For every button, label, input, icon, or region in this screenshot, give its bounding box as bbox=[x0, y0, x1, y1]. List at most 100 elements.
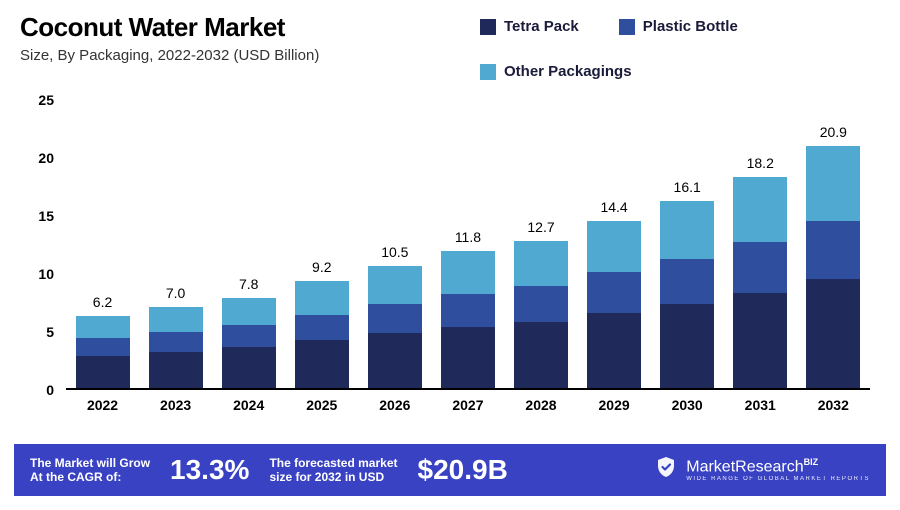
brand-block: MarketResearchBIZ WIDE RANGE OF GLOBAL M… bbox=[654, 455, 870, 485]
bar-segment bbox=[514, 322, 568, 388]
x-axis: 2022 2023 2024 2025 2026 2027 2028 2029 2030 2031… bbox=[66, 390, 870, 420]
bar-segment bbox=[295, 281, 349, 315]
legend-swatch bbox=[480, 19, 496, 35]
bar-total-label: 7.8 bbox=[239, 276, 258, 292]
bar-segment bbox=[368, 333, 422, 388]
bar-column: 9.2 bbox=[295, 281, 349, 388]
bar-total-label: 14.4 bbox=[600, 199, 627, 215]
bar-column: 18.2 bbox=[733, 177, 787, 388]
y-tick: 25 bbox=[38, 92, 54, 108]
bar-total-label: 6.2 bbox=[93, 294, 112, 310]
bar-total-label: 11.8 bbox=[455, 229, 481, 245]
bar-column: 11.8 bbox=[441, 251, 495, 388]
bar-segment bbox=[76, 338, 130, 355]
bar-column: 12.7 bbox=[514, 241, 568, 388]
bar-column: 7.0 bbox=[149, 307, 203, 388]
bar-segment bbox=[587, 221, 641, 272]
bar-segment bbox=[368, 304, 422, 333]
bar-segment bbox=[441, 251, 495, 294]
title-block: Coconut Water Market Size, By Packaging,… bbox=[20, 12, 319, 64]
x-tick: 2032 bbox=[806, 397, 860, 413]
bar-segment bbox=[295, 315, 349, 341]
x-tick: 2024 bbox=[222, 397, 276, 413]
y-tick: 15 bbox=[38, 208, 54, 224]
bar-segment bbox=[368, 266, 422, 304]
x-tick: 2023 bbox=[149, 397, 203, 413]
footer-banner: The Market will Grow At the CAGR of: 13.… bbox=[14, 444, 886, 496]
x-tick: 2029 bbox=[587, 397, 641, 413]
legend-item: Plastic Bottle bbox=[619, 18, 738, 35]
check-shield-icon bbox=[654, 455, 678, 485]
chart-subtitle: Size, By Packaging, 2022-2032 (USD Billi… bbox=[20, 47, 319, 64]
bar-segment bbox=[733, 177, 787, 242]
bar-segment bbox=[222, 347, 276, 388]
bar-segment bbox=[806, 221, 860, 279]
y-axis: 0510152025 bbox=[30, 100, 60, 390]
bar-segment bbox=[222, 325, 276, 347]
x-tick: 2022 bbox=[76, 397, 130, 413]
legend-label: Tetra Pack bbox=[504, 18, 579, 35]
chart-title: Coconut Water Market bbox=[20, 12, 319, 43]
bars-container: 6.2 7.0 7.8 9.2 10.5 11.8 12.7 14.4 16.1 18.2 20.9 bbox=[66, 100, 870, 388]
y-tick: 10 bbox=[38, 266, 54, 282]
x-tick: 2025 bbox=[295, 397, 349, 413]
bar-column: 16.1 bbox=[660, 201, 714, 388]
bar-segment bbox=[222, 298, 276, 326]
bar-segment bbox=[76, 356, 130, 388]
bar-column: 7.8 bbox=[222, 298, 276, 388]
bar-segment bbox=[733, 242, 787, 293]
bar-total-label: 20.9 bbox=[820, 124, 847, 140]
bar-segment bbox=[587, 272, 641, 313]
bar-segment bbox=[733, 293, 787, 388]
bar-segment bbox=[149, 352, 203, 388]
legend-label: Plastic Bottle bbox=[643, 18, 738, 35]
bar-total-label: 7.0 bbox=[166, 285, 185, 301]
brand-name: MarketResearchBIZ bbox=[686, 458, 870, 475]
brand-text: MarketResearchBIZ WIDE RANGE OF GLOBAL M… bbox=[686, 458, 870, 481]
bar-segment bbox=[295, 340, 349, 388]
footer-cagr: 13.3% bbox=[170, 454, 249, 486]
bar-segment bbox=[149, 332, 203, 352]
x-tick: 2026 bbox=[368, 397, 422, 413]
legend-item: Tetra Pack bbox=[480, 18, 579, 35]
brand-tagline: WIDE RANGE OF GLOBAL MARKET REPORTS bbox=[686, 476, 870, 482]
legend-swatch bbox=[619, 19, 635, 35]
y-tick: 0 bbox=[46, 382, 54, 398]
bar-segment bbox=[660, 259, 714, 304]
bar-total-label: 9.2 bbox=[312, 259, 331, 275]
bar-segment bbox=[514, 286, 568, 322]
bar-segment bbox=[660, 201, 714, 259]
bar-segment bbox=[149, 307, 203, 333]
bar-total-label: 12.7 bbox=[527, 219, 554, 235]
chart-header: Coconut Water Market Size, By Packaging,… bbox=[0, 0, 900, 80]
bar-column: 10.5 bbox=[368, 266, 422, 388]
bar-total-label: 10.5 bbox=[381, 244, 408, 260]
legend: Tetra Pack Plastic Bottle Other Packagings bbox=[480, 12, 880, 80]
x-tick: 2030 bbox=[660, 397, 714, 413]
footer-text-2: The forecasted market size for 2032 in U… bbox=[269, 456, 397, 485]
legend-item: Other Packagings bbox=[480, 63, 632, 80]
bar-column: 20.9 bbox=[806, 146, 860, 388]
x-tick: 2031 bbox=[733, 397, 787, 413]
bar-segment bbox=[441, 327, 495, 388]
bar-column: 14.4 bbox=[587, 221, 641, 388]
bar-segment bbox=[514, 241, 568, 286]
chart-area: 0 5 10 15 2025 6.2 7.0 7.8 9.2 10.5 11.8 12.7 14.4 1… bbox=[30, 100, 870, 420]
footer-value: $20.9B bbox=[418, 454, 508, 486]
bar-segment bbox=[806, 146, 860, 221]
bar-segment bbox=[76, 316, 130, 338]
y-tick: 5 bbox=[46, 324, 54, 340]
bar-segment bbox=[441, 294, 495, 326]
y-tick: 20 bbox=[38, 150, 54, 166]
bar-total-label: 16.1 bbox=[674, 179, 701, 195]
bar-segment bbox=[806, 279, 860, 388]
plot-region: 6.2 7.0 7.8 9.2 10.5 11.8 12.7 14.4 16.1 18.2 20.9 bbox=[66, 100, 870, 390]
x-tick: 2027 bbox=[441, 397, 495, 413]
bar-total-label: 18.2 bbox=[747, 155, 774, 171]
footer-text-1: The Market will Grow At the CAGR of: bbox=[30, 456, 150, 485]
bar-column: 6.2 bbox=[76, 316, 130, 388]
bar-segment bbox=[660, 304, 714, 388]
bar-segment bbox=[587, 313, 641, 388]
legend-swatch bbox=[480, 64, 496, 80]
x-tick: 2028 bbox=[514, 397, 568, 413]
